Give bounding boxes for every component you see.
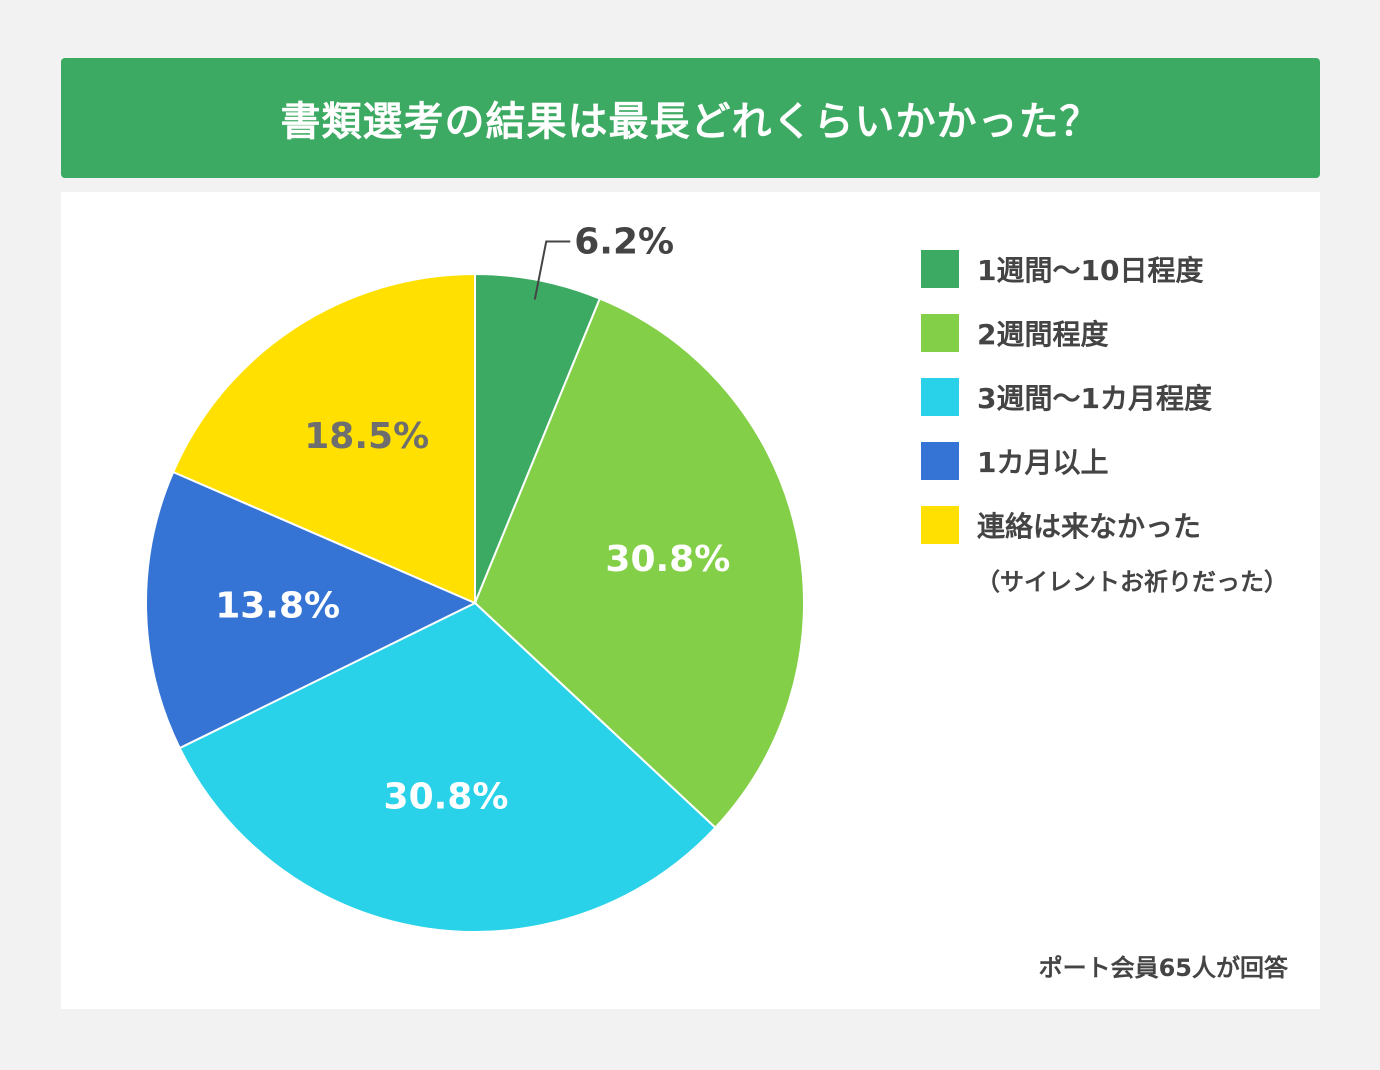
legend-item: 連絡は来なかった [921, 506, 1212, 544]
pie-slice [145, 470, 478, 750]
legend-item: 1カ月以上 [921, 442, 1212, 480]
legend-item: 2週間程度 [921, 314, 1212, 352]
pie-chart: 6.2% 30.8% 30.8% 13.8% 18.5% [145, 221, 805, 933]
slice-label: 30.8% [384, 776, 509, 817]
legend-item: 1週間〜10日程度 [921, 250, 1212, 288]
title-bar: 書類選考の結果は最長どれくらいかかった？ [61, 58, 1320, 178]
slice-label: 13.8% [215, 586, 340, 627]
legend: 1週間〜10日程度 2週間程度 3週間〜1カ月程度 1カ月以上 連絡は来なかった [921, 250, 1212, 570]
legend-item: 3週間〜1カ月程度 [921, 378, 1212, 416]
legend-label: 2週間程度 [977, 318, 1109, 351]
leader-line [533, 240, 571, 300]
legend-label: 1週間〜10日程度 [977, 254, 1204, 287]
pie-slice [473, 297, 805, 830]
legend-swatch [921, 506, 959, 544]
legend-swatch [921, 442, 959, 480]
legend-swatch [921, 378, 959, 416]
pie-slice [178, 601, 717, 933]
chart-title: 書類選考の結果は最長どれくらいかかった？ [280, 99, 1101, 145]
legend-swatch [921, 314, 959, 352]
legend-label: 1カ月以上 [977, 446, 1109, 479]
slice-label: 30.8% [605, 539, 730, 580]
pie-slice [171, 272, 476, 605]
legend-label: 連絡は来なかった [977, 510, 1202, 543]
slice-label: 6.2% [574, 221, 674, 262]
footnote: ポート会員65人が回答 [1038, 954, 1288, 982]
chart-panel: 6.2% 30.8% 30.8% 13.8% 18.5% 1週間〜10日程度 2週間程度… [61, 192, 1320, 1009]
legend-note: （サイレントお祈りだった） [976, 568, 1288, 596]
legend-swatch [921, 250, 959, 288]
slice-label: 18.5% [304, 416, 429, 457]
legend-label: 3週間〜1カ月程度 [977, 382, 1212, 415]
